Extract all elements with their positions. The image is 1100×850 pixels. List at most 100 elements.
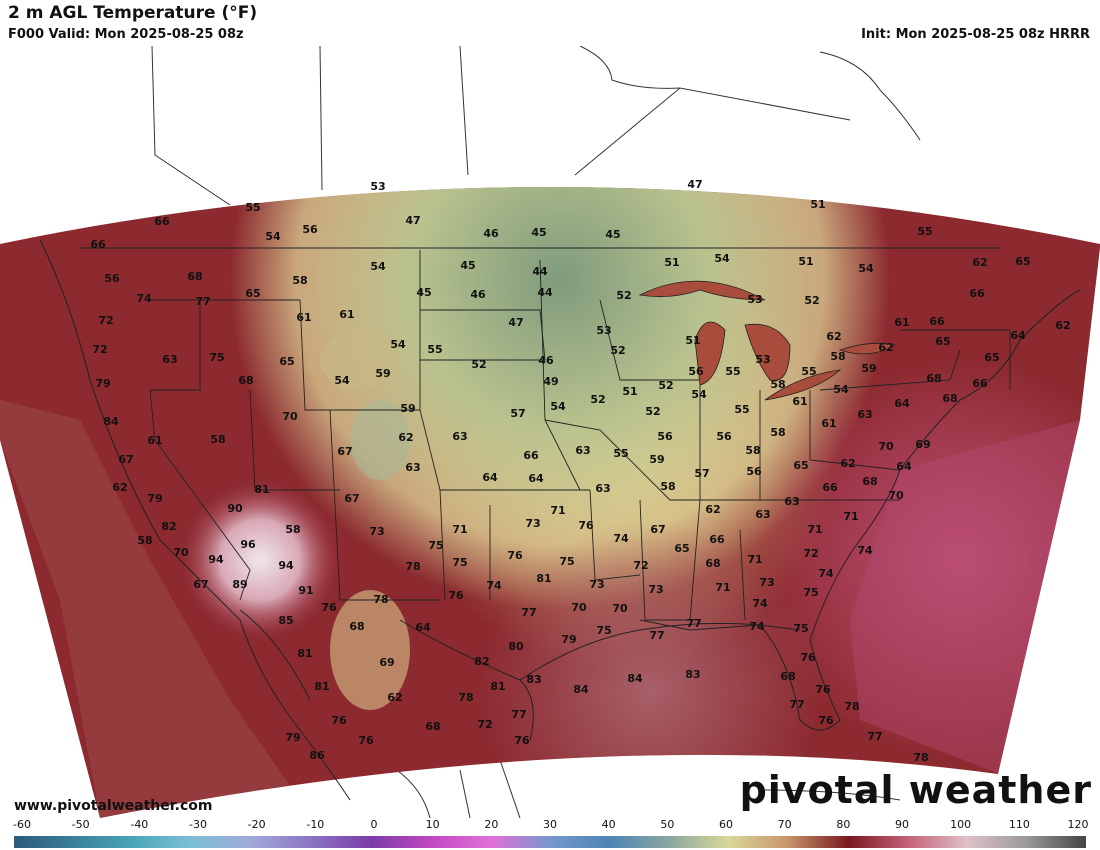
temperature-label: 70 bbox=[888, 489, 904, 502]
temperature-label: 62 bbox=[878, 341, 893, 354]
temperature-label: 71 bbox=[550, 504, 565, 517]
color-scale-tick: -10 bbox=[306, 818, 325, 831]
temperature-label: 75 bbox=[209, 351, 224, 364]
temperature-label: 54 bbox=[714, 252, 730, 265]
temperature-label: 52 bbox=[610, 344, 625, 357]
color-scale-bar bbox=[14, 836, 1086, 848]
temperature-label: 59 bbox=[375, 367, 390, 380]
temperature-label: 77 bbox=[511, 708, 526, 721]
temperature-label: 76 bbox=[321, 601, 337, 614]
temperature-label: 55 bbox=[801, 365, 816, 378]
temperature-label: 67 bbox=[337, 445, 352, 458]
color-scale-tick: 10 bbox=[425, 818, 440, 831]
temperature-label: 52 bbox=[645, 405, 660, 418]
temperature-label: 54 bbox=[370, 260, 386, 273]
temperature-label: 54 bbox=[334, 374, 350, 387]
temperature-label: 96 bbox=[240, 538, 256, 551]
temperature-label: 94 bbox=[278, 559, 294, 572]
brand-logo: pivotal weather bbox=[739, 768, 1092, 812]
temperature-label: 63 bbox=[595, 482, 610, 495]
temperature-label: 62 bbox=[972, 256, 987, 269]
temperature-label: 55 bbox=[245, 201, 260, 214]
temperature-label: 73 bbox=[369, 525, 384, 538]
temperature-label: 67 bbox=[650, 523, 665, 536]
color-scale-tick: -50 bbox=[71, 818, 90, 831]
temperature-label: 75 bbox=[452, 556, 467, 569]
temperature-label: 66 bbox=[822, 481, 838, 494]
temperature-label: 63 bbox=[755, 508, 770, 521]
temperature-label: 52 bbox=[471, 358, 486, 371]
temperature-label: 86 bbox=[309, 749, 325, 762]
temperature-labels: 53 47 55 66 47 51 56 54 46 45 45 55 66 51 54 54 51 62 65 56… bbox=[90, 178, 1070, 764]
temperature-label: 66 bbox=[523, 449, 539, 462]
temperature-label: 81 bbox=[490, 680, 505, 693]
temperature-label: 90 bbox=[227, 502, 243, 515]
temperature-label: 58 bbox=[660, 480, 675, 493]
temperature-label: 64 bbox=[1010, 329, 1026, 342]
temperature-label: 55 bbox=[734, 403, 749, 416]
temperature-label: 52 bbox=[616, 289, 631, 302]
temperature-label: 72 bbox=[477, 718, 492, 731]
temperature-label: 64 bbox=[528, 472, 544, 485]
color-scale-tick: 0 bbox=[370, 818, 378, 831]
temperature-label: 79 bbox=[285, 731, 300, 744]
temperature-label: 76 bbox=[448, 589, 464, 602]
temperature-label: 56 bbox=[746, 465, 762, 478]
temperature-label: 62 bbox=[387, 691, 402, 704]
temperature-label: 74 bbox=[136, 292, 152, 305]
temperature-label: 56 bbox=[104, 272, 120, 285]
temperature-label: 52 bbox=[804, 294, 819, 307]
temperature-label: 53 bbox=[755, 353, 770, 366]
temperature-label: 76 bbox=[507, 549, 523, 562]
temperature-label: 73 bbox=[759, 576, 774, 589]
temperature-label: 73 bbox=[589, 578, 604, 591]
temperature-label: 68 bbox=[425, 720, 440, 733]
temperature-label: 45 bbox=[416, 286, 431, 299]
temperature-label: 72 bbox=[803, 547, 818, 560]
temperature-label: 74 bbox=[749, 620, 765, 633]
temperature-label: 64 bbox=[415, 621, 431, 634]
temperature-label: 46 bbox=[483, 227, 499, 240]
temperature-label: 81 bbox=[297, 647, 312, 660]
temperature-label: 47 bbox=[405, 214, 420, 227]
temperature-label: 68 bbox=[780, 670, 795, 683]
temperature-label: 45 bbox=[460, 259, 475, 272]
temperature-label: 62 bbox=[840, 457, 855, 470]
temperature-label: 62 bbox=[826, 330, 841, 343]
temperature-label: 79 bbox=[95, 377, 110, 390]
temperature-label: 44 bbox=[532, 265, 548, 278]
color-scale-tick: -60 bbox=[13, 818, 31, 831]
color-scale-tick: 80 bbox=[836, 818, 851, 831]
temperature-label: 89 bbox=[232, 578, 247, 591]
temperature-label: 63 bbox=[405, 461, 420, 474]
temperature-label: 54 bbox=[550, 400, 566, 413]
temperature-label: 55 bbox=[613, 447, 628, 460]
temperature-label: 74 bbox=[818, 567, 834, 580]
temperature-label: 51 bbox=[798, 255, 813, 268]
temperature-label: 85 bbox=[278, 614, 293, 627]
temperature-label: 58 bbox=[830, 350, 845, 363]
color-scale-tick: 90 bbox=[895, 818, 909, 831]
temperature-label: 68 bbox=[862, 475, 877, 488]
temperature-label: 77 bbox=[195, 295, 210, 308]
temperature-label: 61 bbox=[339, 308, 354, 321]
temperature-label: 51 bbox=[685, 334, 700, 347]
temperature-label: 71 bbox=[452, 523, 467, 536]
temperature-label: 59 bbox=[649, 453, 664, 466]
temperature-label: 76 bbox=[815, 683, 831, 696]
temperature-label: 68 bbox=[187, 270, 202, 283]
temperature-label: 78 bbox=[913, 751, 928, 764]
temperature-label: 57 bbox=[694, 467, 709, 480]
temperature-label: 54 bbox=[858, 262, 874, 275]
temperature-label: 46 bbox=[470, 288, 486, 301]
temperature-label: 62 bbox=[1055, 319, 1070, 332]
temperature-label: 68 bbox=[238, 374, 253, 387]
temperature-label: 79 bbox=[561, 633, 576, 646]
temperature-label: 77 bbox=[789, 698, 804, 711]
temperature-label: 53 bbox=[747, 293, 762, 306]
temperature-label: 66 bbox=[969, 287, 985, 300]
temperature-label: 77 bbox=[649, 629, 664, 642]
temperature-label: 68 bbox=[942, 392, 957, 405]
temperature-label: 63 bbox=[162, 353, 177, 366]
temperature-label: 55 bbox=[427, 343, 442, 356]
